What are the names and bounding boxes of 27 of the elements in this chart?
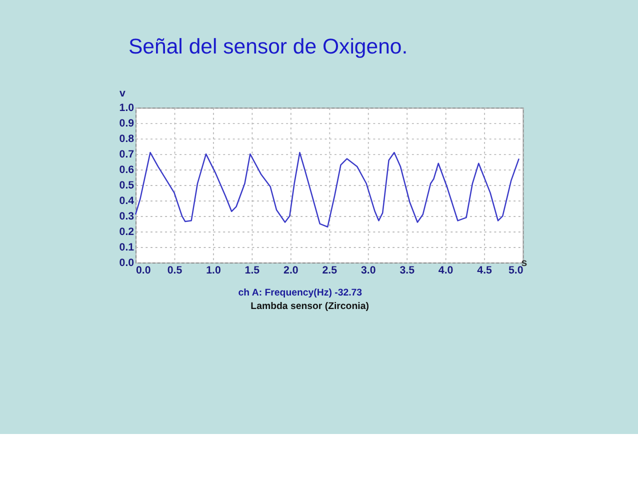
x-tick-label: 4.0 [438, 264, 454, 277]
y-tick-label: 0.3 [119, 210, 134, 222]
y-tick-label: 0.6 [119, 164, 134, 176]
y-tick-label: 0.2 [119, 226, 134, 238]
x-tick-label: 1.5 [244, 264, 260, 277]
x-tick-label: 4.5 [477, 264, 492, 277]
x-tick-label: 0.0 [136, 264, 151, 277]
line-series [134, 152, 520, 228]
y-tick-label: 0.0 [119, 256, 134, 269]
x-tick-label: 2.5 [322, 264, 338, 277]
y-axis-title: v [120, 87, 126, 100]
x-tick-label: 3.0 [360, 264, 376, 277]
text: ch A: Frequency(Hz) -32.73 [238, 287, 363, 298]
y-tick-label: 0.9 [119, 117, 134, 130]
y-tick-label: 0.4 [119, 194, 134, 207]
chart-title: Señal del sensor de Oxigeno. [128, 34, 408, 58]
y-tick-label: 0.8 [119, 132, 134, 145]
x-tick-label: 3.5 [400, 264, 415, 277]
y-tick-label: 0.7 [119, 148, 134, 160]
x-tick-label: 2.0 [284, 264, 298, 277]
y-tick-label: 0.1 [119, 241, 134, 254]
x-tick-label: 0.5 [167, 264, 182, 277]
x-tick-label: 5.0 [508, 264, 524, 277]
y-tick-label: 0.5 [119, 179, 134, 192]
x-tick-label: 1.0 [206, 264, 221, 277]
text: Lambda sensor (Zirconia) [250, 300, 369, 312]
y-tick-label: 1.0 [119, 102, 134, 114]
